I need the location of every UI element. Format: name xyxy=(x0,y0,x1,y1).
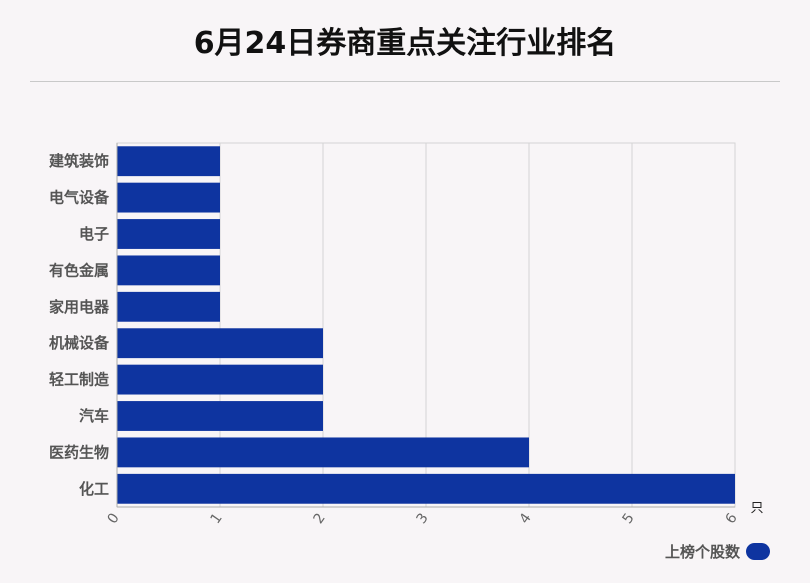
x-tick-label-0: 0 xyxy=(105,510,123,526)
bar-9 xyxy=(117,473,735,504)
bar-1 xyxy=(117,182,220,213)
bar-6 xyxy=(117,364,323,395)
x-tick-label-3: 3 xyxy=(414,510,432,526)
bar-8 xyxy=(117,437,529,468)
x-tick-label-6: 6 xyxy=(723,510,741,527)
y-category-label-7: 汽车 xyxy=(79,407,109,425)
y-category-label-8: 医药生物 xyxy=(49,443,109,461)
chart-title: 6月24日券商重点关注行业排名 xyxy=(193,26,617,61)
bar-5 xyxy=(117,328,323,359)
x-tick-label-2: 2 xyxy=(311,510,329,526)
y-category-label-0: 建筑装饰 xyxy=(49,152,109,170)
bar-0 xyxy=(117,146,220,177)
y-category-label-5: 机械设备 xyxy=(49,334,110,352)
title-divider xyxy=(30,81,780,82)
legend-label: 上榜个股数 xyxy=(664,543,740,561)
legend[interactable]: 上榜个股数 xyxy=(665,541,770,562)
legend-swatch xyxy=(746,543,770,560)
y-category-label-1: 电气设备 xyxy=(49,189,110,207)
bar-4 xyxy=(117,291,220,322)
y-category-label-9: 化工 xyxy=(79,480,109,498)
bar-2 xyxy=(117,219,220,249)
y-category-label-6: 轻工制造 xyxy=(49,371,109,389)
x-tick-label-1: 1 xyxy=(208,510,226,526)
x-axis-unit: 只 xyxy=(750,501,763,516)
bar-7 xyxy=(117,401,323,431)
y-category-label-2: 电子 xyxy=(79,225,109,243)
x-tick-label-4: 4 xyxy=(517,510,535,527)
y-category-label-4: 家用电器 xyxy=(49,298,110,316)
y-category-label-3: 有色金属 xyxy=(49,261,109,279)
x-tick-label-5: 5 xyxy=(620,510,638,526)
bar-3 xyxy=(117,255,220,286)
